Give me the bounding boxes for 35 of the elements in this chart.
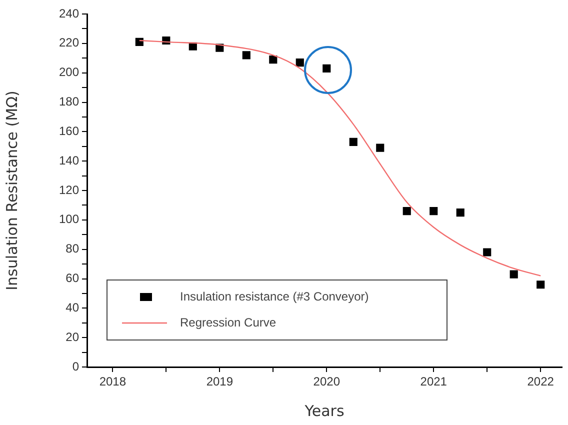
- y-tick-label: 120: [58, 182, 80, 197]
- point: [296, 58, 304, 67]
- point: [483, 248, 492, 256]
- point: [135, 38, 144, 46]
- y-tick-label: 200: [58, 65, 80, 80]
- y-tick-label: 220: [58, 36, 80, 50]
- x-axis-title: Years: [304, 402, 344, 420]
- x-tick-label: 2019: [206, 374, 234, 389]
- x-tick-label: 2021: [420, 374, 448, 389]
- y-tick-label: 80: [66, 242, 80, 256]
- point: [402, 207, 411, 216]
- point: [510, 270, 518, 278]
- y-tick-label: 100: [58, 212, 80, 226]
- y-tick-label: 60: [66, 271, 80, 286]
- point: [242, 51, 250, 60]
- point: [376, 144, 384, 152]
- point: [430, 207, 438, 216]
- point: [536, 280, 545, 289]
- legend-label: Regression Curve: [180, 315, 276, 330]
- point: [269, 56, 278, 64]
- x-tick-label: 2018: [99, 374, 126, 389]
- point: [322, 64, 331, 72]
- point: [456, 208, 464, 217]
- legend-label: Insulation resistance (#3 Conveyor): [180, 289, 369, 304]
- x-tick-label: 2020: [313, 374, 340, 389]
- y-tick-label: 240: [58, 6, 80, 20]
- x-tick-label: 2022: [527, 374, 554, 389]
- y-tick-label: 20: [66, 330, 80, 344]
- y-axis-title: Insulation Resistance (MΩ): [2, 90, 21, 290]
- y-tick-label: 160: [58, 124, 80, 138]
- y-tick-label: 140: [58, 153, 80, 168]
- y-tick-label: 180: [58, 94, 80, 109]
- point: [349, 138, 358, 146]
- y-tick-label: 0: [72, 359, 80, 374]
- y-tick-label: 40: [66, 300, 80, 314]
